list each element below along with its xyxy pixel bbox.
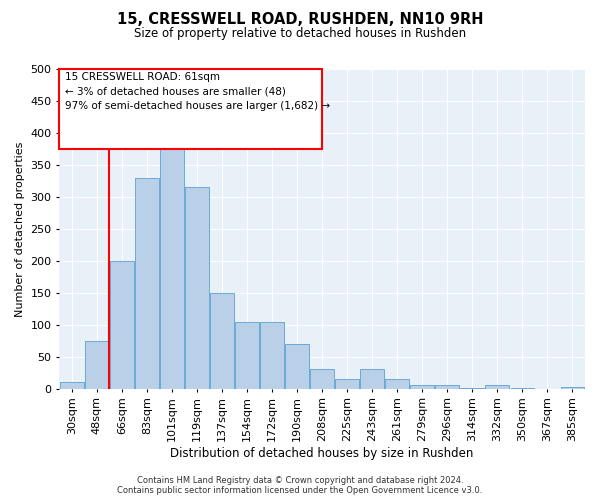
Bar (410, 386, 434, 388)
Bar (135, 178, 159, 388)
Bar (436, 386, 459, 388)
Bar (160, 142, 184, 388)
Bar (361, 370, 384, 388)
Bar (185, 188, 209, 388)
Bar (310, 370, 334, 388)
Text: 15, CRESSWELL ROAD, RUSHDEN, NN10 9RH: 15, CRESSWELL ROAD, RUSHDEN, NN10 9RH (117, 12, 483, 28)
Bar (560, 387, 584, 388)
Text: Size of property relative to detached houses in Rushden: Size of property relative to detached ho… (134, 28, 466, 40)
X-axis label: Distribution of detached houses by size in Rushden: Distribution of detached houses by size … (170, 447, 474, 460)
Bar (110, 261, 134, 388)
Bar (385, 379, 409, 388)
Bar (210, 293, 234, 388)
Bar (485, 386, 509, 388)
Text: 15 CRESSWELL ROAD: 61sqm
← 3% of detached houses are smaller (48)
97% of semi-de: 15 CRESSWELL ROAD: 61sqm ← 3% of detache… (65, 72, 331, 111)
Bar (335, 379, 359, 388)
Bar (235, 322, 259, 388)
Bar (285, 344, 309, 389)
Bar (85, 340, 109, 388)
Y-axis label: Number of detached properties: Number of detached properties (15, 141, 25, 316)
Bar (260, 322, 284, 388)
Bar (60, 382, 84, 388)
Text: Contains HM Land Registry data © Crown copyright and database right 2024.
Contai: Contains HM Land Registry data © Crown c… (118, 476, 482, 495)
